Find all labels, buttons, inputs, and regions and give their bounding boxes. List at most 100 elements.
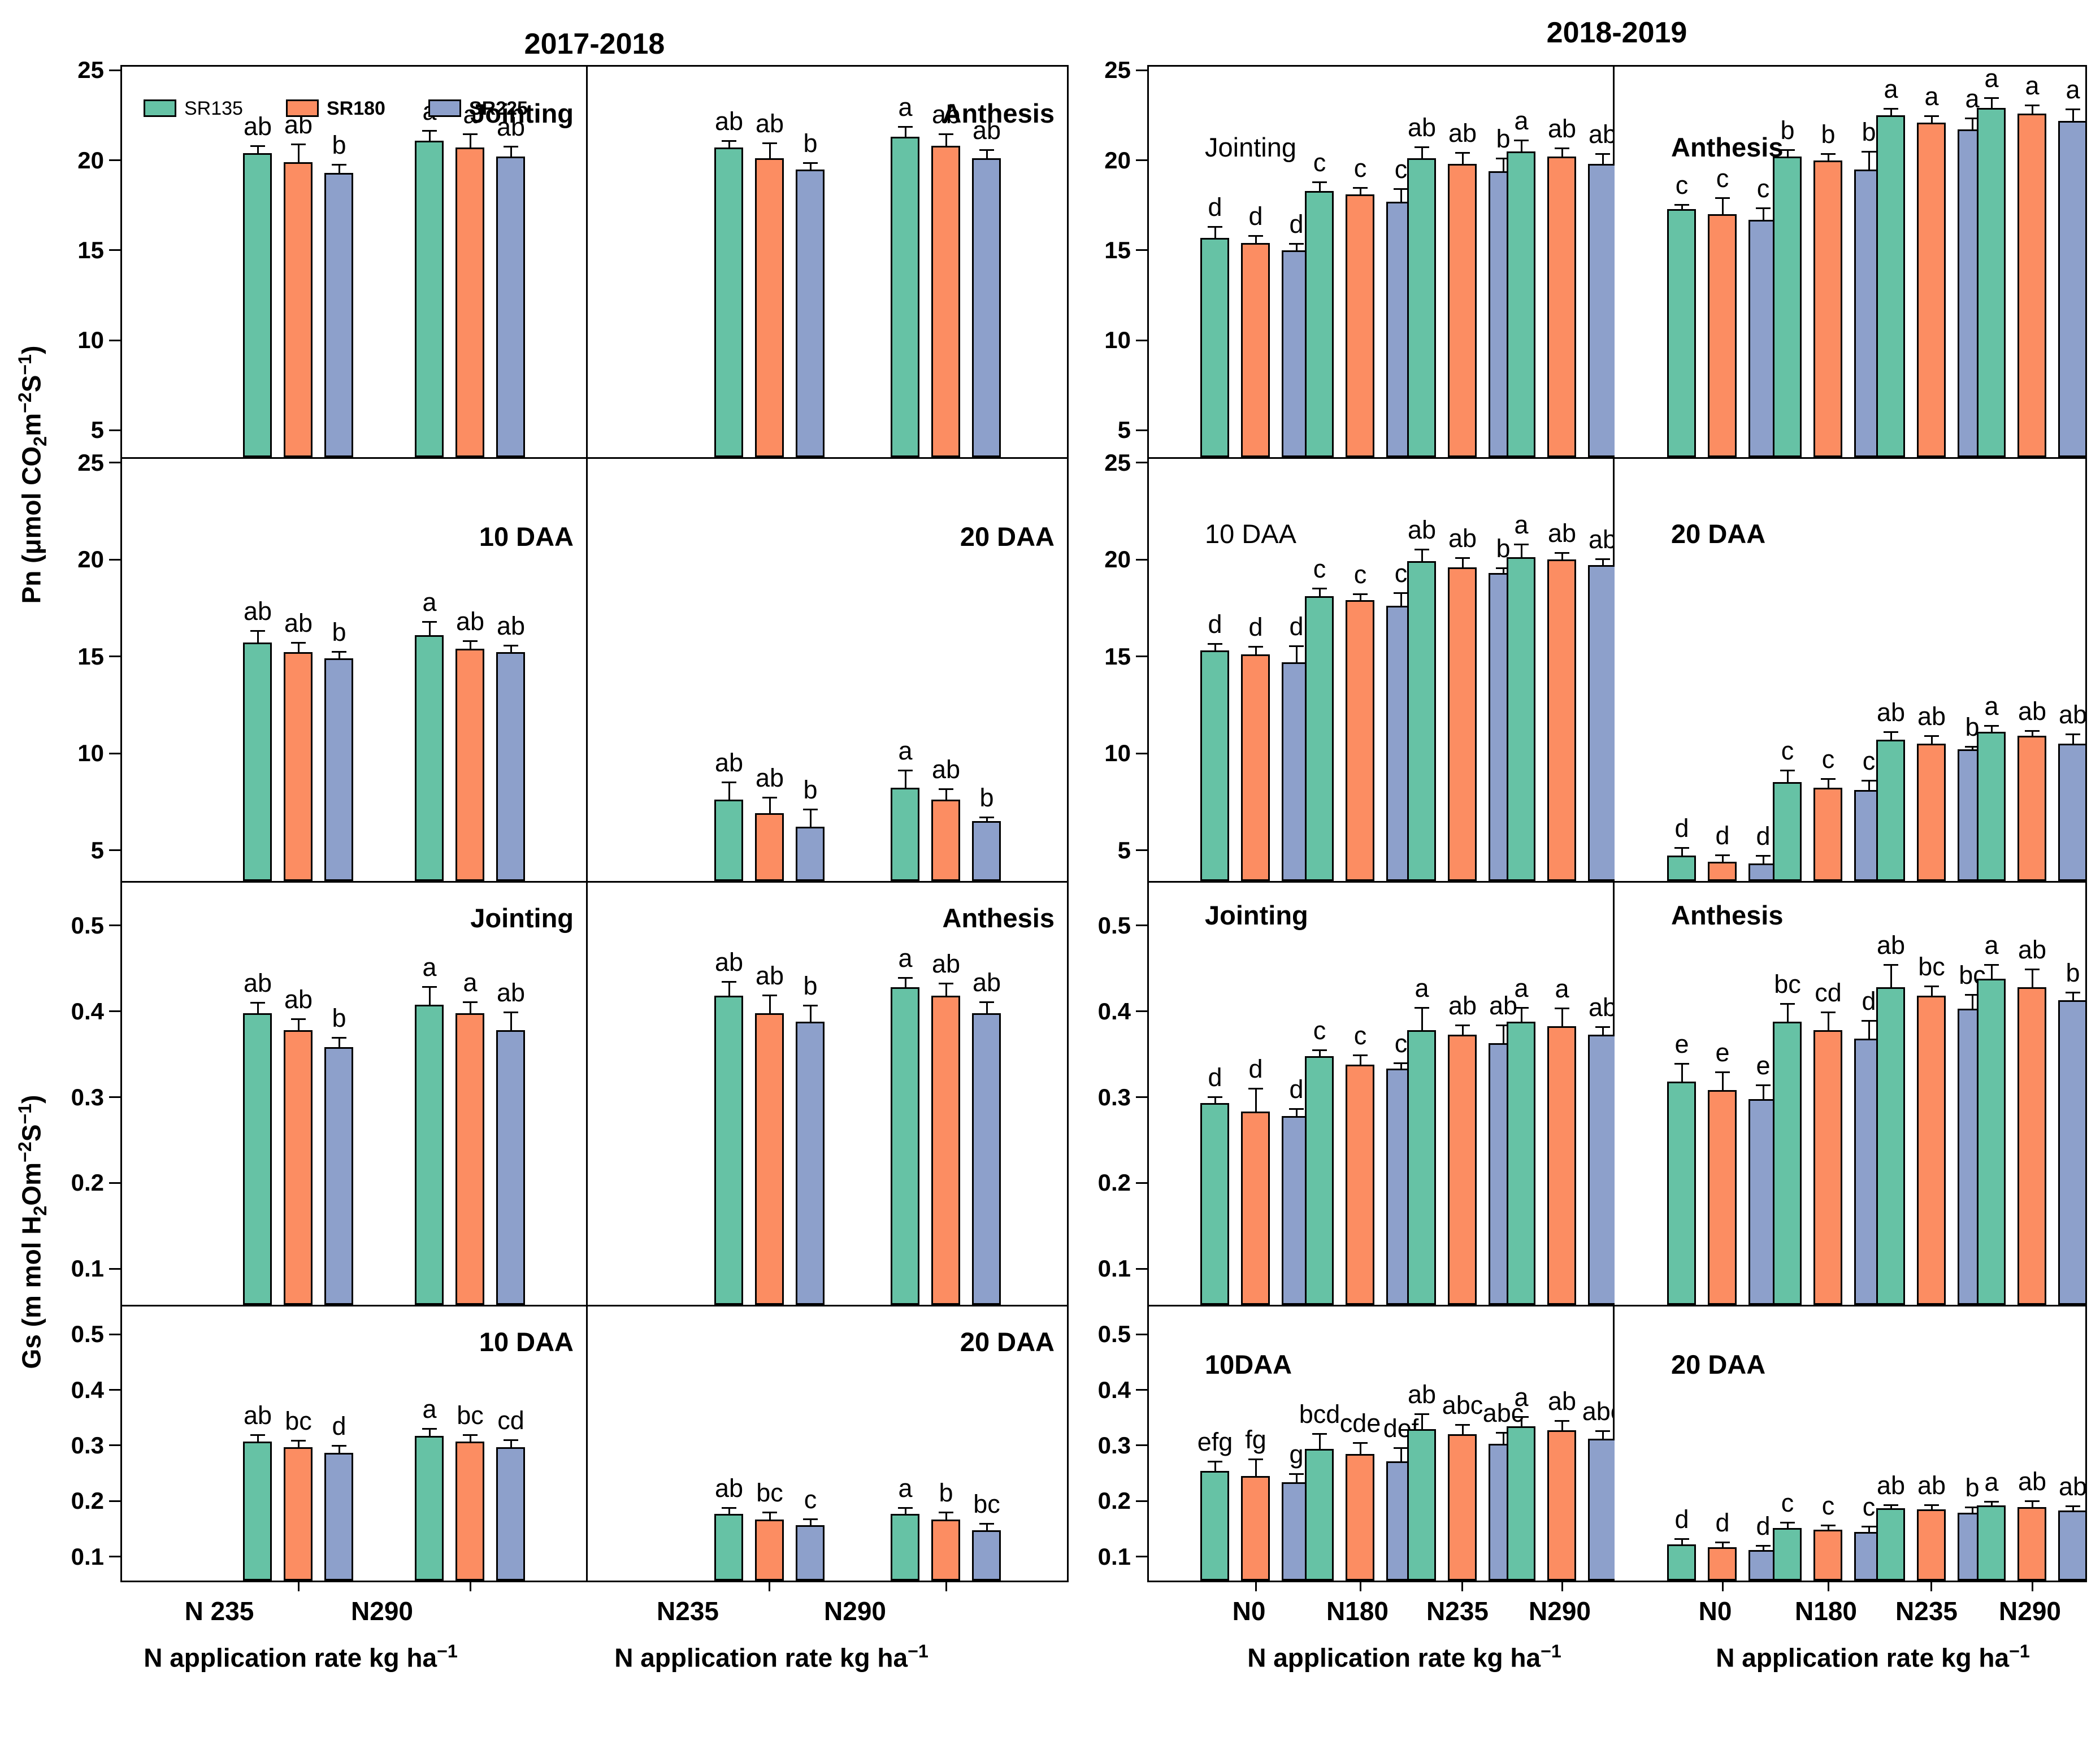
error-bar-cap (939, 983, 953, 984)
significance-letter: a (1514, 510, 1529, 539)
significance-letter: d (1674, 814, 1689, 843)
bar-sr135 (243, 1013, 272, 1305)
significance-letter: ab (1588, 993, 1617, 1022)
error-bar-cap (332, 651, 346, 653)
error-bar-cap (291, 1018, 306, 1020)
x-tick-mark (1461, 1582, 1463, 1591)
panel-stage-label: 20 DAA (960, 1327, 1055, 1357)
error-bar-cap (250, 630, 265, 632)
y-tick-mark (109, 249, 120, 251)
error-bar (1561, 149, 1563, 157)
significance-letter: c (1353, 560, 1367, 589)
bar-sr180 (1813, 788, 1842, 881)
error-bar (769, 798, 771, 813)
error-bar-cap (803, 809, 818, 810)
significance-letter: ab (243, 1401, 272, 1430)
panel-stage-label: Jointing (1205, 900, 1308, 930)
significance-letter: ab (755, 109, 784, 138)
y-tick-mark (1136, 1010, 1147, 1012)
error-bar-cap (1555, 552, 1569, 554)
error-bar (1787, 1005, 1789, 1022)
significance-letter: b (979, 783, 994, 812)
bar-sr225 (796, 1022, 825, 1305)
error-bar-cap (1924, 735, 1939, 737)
error-bar-cap (1965, 994, 1980, 996)
error-bar-cap (1756, 1084, 1771, 1086)
error-bar (1828, 1526, 1829, 1530)
x-category-label: N290 (824, 1596, 886, 1626)
significance-letter: b (803, 129, 818, 158)
bar-sr135 (891, 987, 919, 1305)
error-bar (429, 623, 431, 635)
significance-letter: d (332, 1412, 346, 1440)
significance-letter: d (1208, 610, 1222, 639)
error-bar-cap (803, 1518, 818, 1520)
y-tick-label: 25 (77, 57, 104, 83)
x-tick-mark (1828, 1582, 1829, 1591)
significance-letter: e (1674, 1030, 1689, 1058)
significance-letter: ab (243, 969, 272, 997)
x-category-label: N0 (1232, 1596, 1266, 1626)
significance-letter: c (1353, 154, 1367, 183)
bar-sr180 (1547, 157, 1576, 457)
error-bar-cap (1208, 643, 1222, 645)
y-tick-mark (1136, 753, 1147, 754)
y-tick-label: 20 (1104, 147, 1131, 173)
bar-sr180 (1241, 1476, 1270, 1581)
bar-sr135 (243, 1442, 272, 1581)
chart-panel-10-daa: 10 DAA 25 20 15 10 5 ab ab b a ab ab (77, 449, 588, 892)
x-category-label: N235 (657, 1596, 719, 1626)
significance-letter: ab (755, 961, 784, 990)
bar-sr135 (891, 788, 919, 881)
error-bar (2032, 732, 2033, 736)
significance-letter: c (804, 1485, 817, 1514)
y-tick-label: 25 (77, 449, 104, 476)
error-bar (1890, 1506, 1892, 1508)
error-bar-cap (1394, 592, 1408, 594)
x-axis-title: N application rate kg ha−1 (1716, 1641, 2030, 1673)
bar-sr225 (324, 173, 353, 457)
bar-sr135 (1667, 1082, 1696, 1305)
significance-letter: b (803, 971, 818, 1000)
error-bar (1521, 141, 1522, 151)
significance-letter: ab (455, 607, 485, 636)
significance-letter: fg (1245, 1425, 1266, 1454)
bar-sr180 (931, 1520, 960, 1581)
significance-letter: b (939, 1478, 953, 1507)
significance-letter: c (1394, 1029, 1408, 1058)
panel-stage-label: Jointing (470, 98, 574, 128)
error-bar-cap (1595, 1430, 1610, 1432)
bar-sr225 (2058, 744, 2087, 881)
error-bar (1787, 771, 1789, 782)
significance-letter: bc (756, 1478, 783, 1507)
error-bar (1462, 154, 1464, 164)
error-bar (1214, 228, 1216, 238)
error-bar (1521, 1418, 1522, 1426)
y-tick-mark (109, 1268, 120, 1270)
bar-sr135 (243, 643, 272, 881)
y-tick-label: 5 (90, 837, 104, 863)
error-bar-cap (979, 1001, 994, 1003)
error-bar (1722, 856, 1724, 862)
error-bar (1296, 1110, 1298, 1116)
y-tick-mark (1136, 1268, 1147, 1270)
error-bar-cap (803, 162, 818, 164)
x-category-label: N 235 (184, 1596, 254, 1626)
significance-letter: d (1289, 210, 1304, 238)
significance-letter: ab (714, 1474, 744, 1503)
y-tick-label: 10 (1104, 740, 1131, 766)
bar-sr225 (1588, 164, 1617, 457)
bar-sr180 (1448, 567, 1477, 881)
error-bar (257, 1436, 259, 1442)
error-bar-cap (1862, 780, 1876, 782)
error-bar (1868, 1527, 1870, 1532)
error-bar-cap (1353, 1054, 1368, 1056)
error-bar-cap (2025, 1500, 2040, 1502)
error-bar-cap (291, 642, 306, 644)
error-bar-cap (1248, 1088, 1263, 1089)
error-bar (470, 135, 471, 147)
bar-sr180 (455, 1013, 484, 1305)
error-bar-cap (1455, 1025, 1470, 1026)
error-bar-cap (1924, 1504, 1939, 1506)
y-tick-mark (109, 1096, 120, 1098)
